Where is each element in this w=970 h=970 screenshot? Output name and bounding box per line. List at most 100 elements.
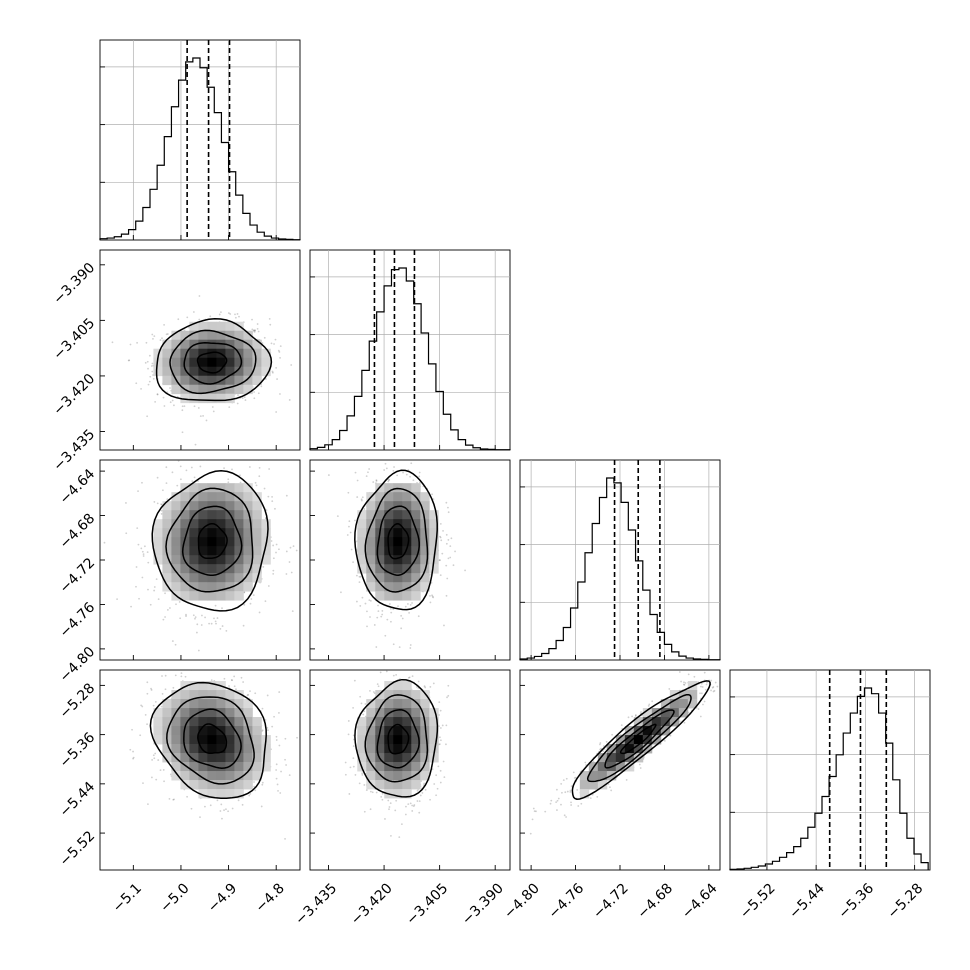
scatter-point — [249, 602, 252, 605]
density-cell — [243, 501, 253, 511]
density-cell — [207, 330, 217, 341]
scatter-point — [589, 797, 592, 799]
scatter-point — [572, 771, 575, 774]
density-cell — [420, 753, 430, 763]
scatter-point — [439, 536, 442, 539]
density-cell — [393, 492, 403, 502]
scatter-point — [147, 367, 149, 370]
scatter-point — [392, 608, 395, 611]
density-cell — [180, 537, 190, 547]
density-cell — [252, 735, 262, 745]
density-cell — [234, 717, 244, 727]
density-cell — [357, 753, 367, 763]
contour-level-3 — [165, 487, 254, 593]
density-cell — [198, 699, 208, 709]
scatter-point — [140, 387, 142, 390]
scatter-point — [443, 776, 446, 779]
scatter-point — [194, 616, 197, 619]
scatter-point — [435, 794, 438, 797]
scatter-point — [208, 622, 211, 625]
density-cell — [243, 780, 253, 790]
density-cell — [633, 726, 644, 736]
density-cell — [402, 483, 412, 493]
scatter-point — [183, 329, 186, 332]
scatter-point — [599, 742, 602, 744]
density-cell — [162, 564, 172, 574]
scatter-point — [231, 679, 234, 682]
density-cell — [198, 492, 208, 502]
density-cell — [198, 384, 208, 395]
scatter-point — [156, 393, 159, 396]
density-cell — [234, 330, 244, 341]
scatter-point — [176, 484, 179, 487]
scatter-point — [160, 503, 163, 506]
density-cell — [243, 375, 253, 386]
x-tick-label: −4.8 — [253, 880, 288, 915]
scatter-point — [164, 616, 166, 618]
density-cell — [252, 753, 262, 763]
density-cell — [579, 771, 590, 781]
scatter-point — [239, 474, 241, 477]
scatter-point — [216, 617, 219, 619]
density-cell — [651, 717, 662, 727]
density-cell — [411, 528, 421, 538]
density-cell — [171, 330, 181, 341]
scatter-point — [377, 664, 379, 666]
scatter-point — [267, 585, 270, 587]
scatter-point — [301, 342, 303, 344]
scatter-point — [350, 548, 353, 551]
density-cell — [420, 771, 430, 781]
scatter-point — [262, 566, 265, 568]
density-cell — [402, 501, 412, 511]
scatter-point — [256, 323, 259, 325]
density-cell — [216, 717, 226, 727]
scatter-point — [187, 326, 190, 329]
scatter-point — [254, 481, 257, 484]
scatter-point — [544, 810, 547, 813]
density-cell — [162, 510, 172, 520]
density-cell — [216, 366, 226, 377]
density-cell — [171, 762, 181, 772]
density-cell — [189, 591, 199, 601]
density-cell — [411, 753, 421, 763]
y-tick-label: −5.28 — [57, 680, 99, 722]
contour-level-3 — [364, 487, 429, 593]
scatter-point — [412, 479, 415, 482]
density-cell — [207, 321, 217, 332]
scatter-point — [432, 682, 435, 685]
scatter-point — [361, 596, 364, 599]
scatter-point — [235, 688, 237, 691]
scatter-point — [387, 456, 389, 458]
scatter-point — [273, 343, 275, 345]
scatter-point — [200, 624, 203, 626]
scatter-point — [275, 411, 278, 413]
scatter-point — [179, 478, 182, 481]
histogram-step — [519, 477, 721, 661]
density-cell — [162, 501, 172, 511]
density-cell — [411, 717, 421, 727]
scatter-point — [532, 807, 535, 810]
scatter-point — [531, 818, 534, 821]
density-cell — [687, 699, 698, 709]
scatter-point — [719, 696, 720, 699]
density-cell — [180, 591, 190, 601]
scatter-point — [185, 613, 187, 616]
x-tick-label: −4.9 — [205, 880, 240, 915]
scatter-point — [196, 631, 198, 634]
scatter-point — [279, 792, 282, 794]
scatter-point — [569, 789, 572, 792]
scatter-point — [186, 795, 188, 798]
density-cell — [153, 546, 163, 556]
scatter-point — [220, 311, 222, 314]
density-cell — [357, 510, 367, 520]
density-cell — [366, 717, 376, 727]
density-cell — [198, 366, 208, 377]
density-cell — [225, 375, 235, 386]
scatter-point — [204, 460, 206, 461]
scatter-point — [253, 391, 256, 393]
y-tick-label: −4.72 — [57, 555, 99, 597]
scatter-point — [171, 399, 174, 402]
scatter-point — [596, 795, 599, 798]
scatter-point — [155, 778, 158, 781]
scatter-point — [201, 662, 203, 664]
